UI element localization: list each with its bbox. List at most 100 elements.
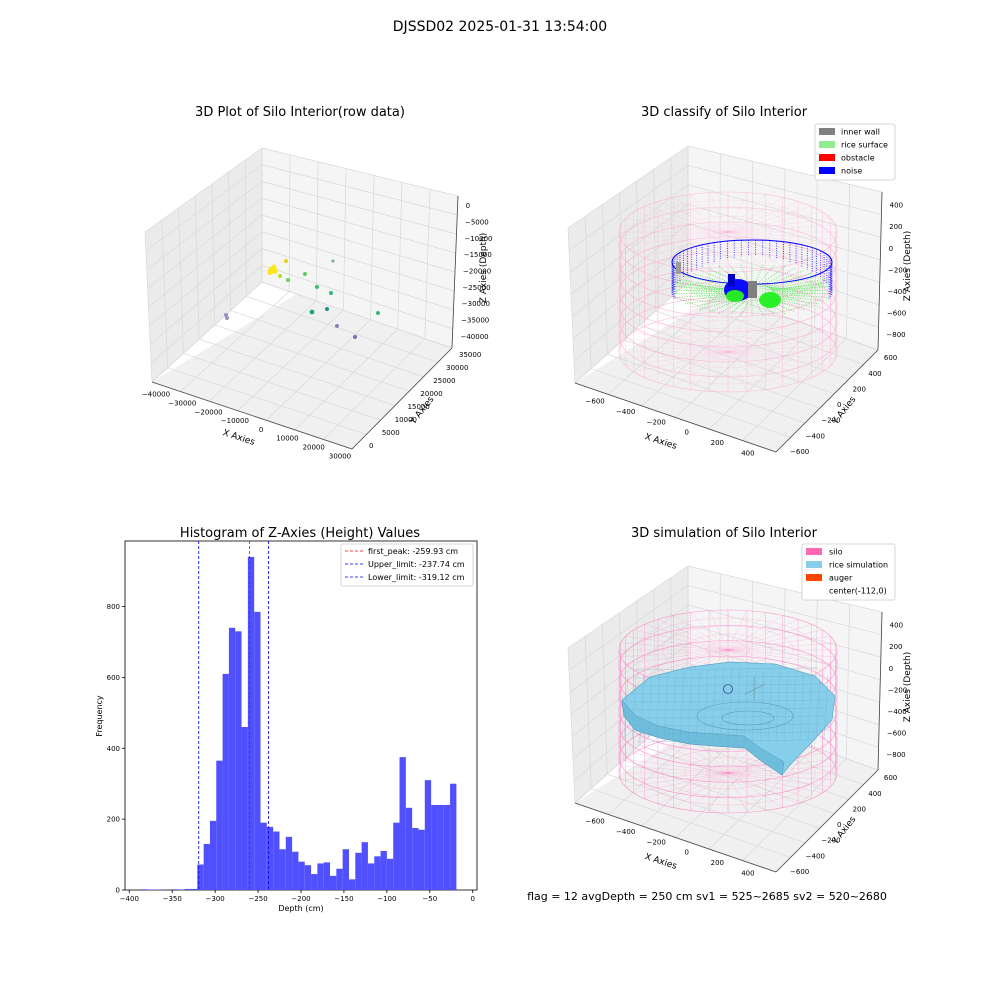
classify-grid-z (574, 281, 689, 384)
simulation-silo-roof-spoke (727, 624, 812, 651)
histogram-bar (254, 611, 261, 890)
histogram-bar (355, 852, 362, 890)
classify-silo-roof-spoke (625, 231, 729, 246)
histogram-bar (323, 862, 331, 890)
simulation-silo-floor-spoke (727, 772, 748, 813)
rice-mesh-line (783, 672, 789, 742)
simulation-silo-floor-spoke (727, 772, 836, 781)
histogram-y-tick-label: 0 (116, 887, 120, 895)
simulation-silo-floor-spoke (644, 747, 729, 774)
classify-z-tick-label: −800 (886, 331, 905, 339)
classify-silo-roof-spoke (727, 231, 748, 272)
classify-silo-floor-spoke (657, 321, 729, 353)
simulation-silo-floor-spoke (657, 742, 729, 774)
classify-grid-x (750, 161, 754, 305)
rice-mesh-line (637, 739, 816, 743)
simulation-silo-roof-spoke (727, 649, 823, 671)
simulation-silo-roof-spoke (620, 649, 729, 658)
histogram-bar (399, 757, 406, 890)
histogram-x-tick-label: −150 (334, 895, 353, 903)
rice-surface-cluster (726, 290, 744, 302)
simulation-silo-floor-spoke (673, 772, 729, 808)
histogram-bar (311, 874, 318, 890)
classify-silo-floor-spoke (727, 351, 748, 392)
simulation-silo-radial-ring (662, 748, 794, 798)
classify-grid-z (571, 223, 689, 317)
rice-mesh-line (687, 670, 693, 743)
classify-silo-wireframe (618, 191, 838, 393)
simulation-rice-surface (621, 661, 836, 776)
classify-grid-y (636, 181, 640, 326)
classify-silo-floor-spoke (727, 317, 783, 353)
classify-grid-z (572, 242, 689, 339)
simulation-grid-z (687, 585, 882, 635)
rice-mesh-line (767, 670, 773, 743)
classify-silo-floor-spoke (657, 351, 729, 383)
simulation-z-axis-label: Z Axies (Depth) (903, 652, 913, 723)
histogram-bar (342, 849, 349, 890)
histogram-bar (203, 843, 210, 890)
rice-surface-point-strip (768, 286, 811, 296)
histogram-x-tick-label: 0 (470, 895, 474, 903)
histogram-x-tick-label: −300 (206, 895, 225, 903)
simulation-silo-floor-spoke (633, 752, 729, 774)
rice-surface-point-strip (760, 266, 786, 286)
simulation-grid-x (845, 604, 851, 759)
raw-x-axis-line (151, 381, 353, 450)
raw-grid-z (150, 264, 263, 364)
raw-point (272, 268, 278, 274)
histogram-bar (443, 804, 451, 890)
simulation-grid-y (601, 624, 608, 775)
rice-mesh-line (695, 670, 701, 743)
simulation-grid-y (584, 636, 592, 789)
classify-grid-z (569, 184, 689, 273)
rice-mesh-line (711, 669, 717, 744)
raw-point (335, 324, 339, 328)
simulation-silo-roof-spoke (727, 636, 831, 651)
histogram-bar (317, 863, 324, 890)
histogram-y-tick-label: 600 (107, 674, 120, 682)
histogram-bar (279, 849, 286, 890)
histogram-bar (292, 851, 299, 890)
classify-silo-roof-spoke (727, 194, 766, 233)
simulation-z-tick-label: 0 (889, 665, 893, 673)
panel-raw-title: 3D Plot of Silo Interior(row data) (195, 105, 405, 120)
rice-mesh-line (634, 723, 822, 727)
histogram-bar (336, 868, 343, 890)
rice-surface-point-strip (771, 289, 833, 293)
classify-silo-floor-spoke (625, 338, 729, 353)
classify-grid-x (742, 338, 847, 441)
classify-silo-floor-spoke (673, 317, 729, 353)
classify-silo-roof-spoke (727, 231, 823, 253)
classify-silo-floor-spoke (625, 351, 729, 366)
rice-surface-point-strip (773, 279, 830, 292)
raw-point (278, 274, 282, 278)
simulation-y-tick-label: −200 (821, 837, 840, 845)
histogram-bar (304, 865, 312, 890)
raw-x-tick-label: −10000 (221, 417, 249, 425)
classify-x-tick-labels: −600 −400 −200 0 200 400 (586, 397, 755, 457)
simulation-silo-roof-spoke (644, 624, 729, 651)
raw-y-tick-label: 25000 (433, 377, 455, 385)
simulation-grid-y (591, 788, 791, 858)
classify-silo-radial-ring (640, 199, 816, 265)
classify-z-tick-label: 200 (889, 223, 902, 231)
raw-x-tick-label: 10000 (276, 435, 298, 443)
raw-grid-z (145, 164, 263, 252)
simulation-z-tick-label: −600 (887, 730, 906, 738)
raw-grid-z (261, 197, 456, 254)
classify-z-tick-label: 0 (889, 245, 893, 253)
simulation-silo-roof-spoke (633, 629, 729, 651)
simulation-silo-floor-spoke (625, 759, 729, 774)
raw-y-tick-label: 5000 (382, 429, 400, 437)
raw-point (325, 307, 329, 311)
rice-mesh-line (671, 672, 677, 742)
raw-point (225, 316, 229, 320)
simulation-x-tick-labels: −600 −400 −200 0 200 400 (586, 817, 755, 877)
rice-mesh-line (634, 675, 822, 679)
raw-point (303, 272, 307, 276)
classify-silo-radial-ring (706, 343, 751, 361)
inner-wall-cluster (748, 281, 757, 298)
histogram-x-ticks: −400 −350 −300 −250 −200 −150 −100 −50 0 (120, 890, 475, 903)
